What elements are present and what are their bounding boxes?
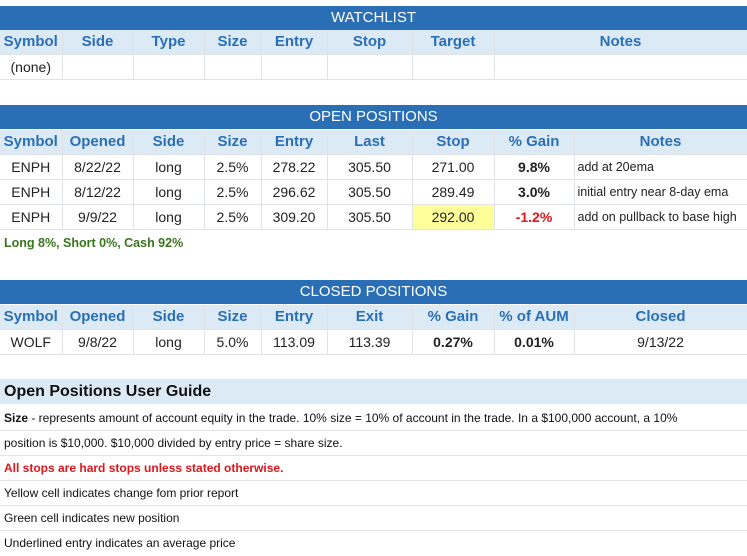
cell[interactable] [412,54,495,80]
closed-positions-header: CLOSED POSITIONS [0,280,747,304]
column-header[interactable]: Exit [327,305,413,330]
open-positions-header-row: Symbol Opened Side Size Entry Last Stop … [0,130,747,155]
column-header[interactable]: Size [204,305,262,330]
column-header[interactable]: Entry [261,130,328,155]
cell[interactable]: (none) [0,54,63,80]
cell[interactable]: 5.0% [204,329,262,355]
column-header[interactable]: Side [62,30,134,55]
column-header[interactable]: % of AUM [494,305,575,330]
column-header[interactable]: Symbol [0,30,63,55]
cell[interactable]: long [133,204,205,230]
cell[interactable]: ENPH [0,154,63,180]
guide-size-line: Size - represents amount of account equi… [0,406,747,431]
cell[interactable]: 9/9/22 [62,204,134,230]
cell[interactable]: 8/12/22 [62,179,134,205]
column-header[interactable]: Entry [261,305,328,330]
column-header[interactable]: Symbol [0,305,63,330]
cell[interactable] [204,54,262,80]
cell[interactable] [62,54,134,80]
watchlist-table: Symbol Side Type Size Entry Stop Target … [0,30,747,80]
column-header[interactable]: Side [133,130,205,155]
guide-underlined-line: Underlined entry indicates an average pr… [4,536,236,550]
column-header[interactable]: Notes [494,30,747,55]
cell[interactable] [327,54,413,80]
cell[interactable]: 305.50 [327,154,413,180]
cell[interactable]: long [133,329,205,355]
column-header[interactable]: Notes [574,130,747,155]
column-header[interactable]: Last [327,130,413,155]
cell[interactable]: 305.50 [327,179,413,205]
cell[interactable]: 2.5% [204,179,262,205]
column-header[interactable]: % Gain [494,130,575,155]
column-header[interactable]: % Gain [412,305,495,330]
cell[interactable]: 0.27% [412,329,495,355]
cell[interactable]: 9.8% [494,154,575,180]
watchlist-header: WATCHLIST [0,6,747,30]
cell[interactable]: 8/22/22 [62,154,134,180]
cell[interactable] [494,54,747,80]
cell[interactable]: 278.22 [261,154,328,180]
cell[interactable]: 9/13/22 [574,329,747,355]
open-positions-header: OPEN POSITIONS [0,105,747,129]
cell[interactable]: 289.49 [412,179,495,205]
cell[interactable]: -1.2% [494,204,575,230]
cell[interactable] [133,54,205,80]
column-header[interactable]: Stop [327,30,413,55]
guide-yellow-line: Yellow cell indicates change fom prior r… [0,481,747,506]
column-header[interactable]: Closed [574,305,747,330]
column-header[interactable]: Size [204,30,262,55]
column-header[interactable]: Size [204,130,262,155]
cell[interactable]: WOLF [0,329,63,355]
cell[interactable]: add on pullback to base high [574,204,747,230]
column-header[interactable]: Type [133,30,205,55]
user-guide-title: Open Positions User Guide [0,379,747,404]
guide-green-line: Green cell indicates new position [0,506,747,531]
cell[interactable]: 0.01% [494,329,575,355]
table-row: WOLF 9/8/22 long 5.0% 113.09 113.39 0.27… [0,329,747,355]
cell[interactable]: ENPH [0,204,63,230]
allocation-summary: Long 8%, Short 0%, Cash 92% [4,236,184,250]
closed-positions-table: Symbol Opened Side Size Entry Exit % Gai… [0,305,747,355]
cell[interactable]: long [133,179,205,205]
table-row: ENPH 8/22/22 long 2.5% 278.22 305.50 271… [0,154,747,180]
cell[interactable]: 9/8/22 [62,329,134,355]
column-header[interactable]: Side [133,305,205,330]
column-header[interactable]: Symbol [0,130,63,155]
watchlist-header-row: Symbol Side Type Size Entry Stop Target … [0,30,747,55]
closed-positions-header-row: Symbol Opened Side Size Entry Exit % Gai… [0,305,747,330]
cell[interactable]: 309.20 [261,204,328,230]
table-row: (none) [0,54,747,80]
guide-size-line-2: position is $10,000. $10,000 divided by … [0,431,747,456]
column-header[interactable]: Opened [62,305,134,330]
cell[interactable]: 296.62 [261,179,328,205]
guide-stops-line: All stops are hard stops unless stated o… [0,456,747,481]
cell[interactable]: 3.0% [494,179,575,205]
cell[interactable] [261,54,328,80]
column-header[interactable]: Entry [261,30,328,55]
open-positions-table: Symbol Opened Side Size Entry Last Stop … [0,130,747,230]
cell[interactable]: initial entry near 8-day ema [574,179,747,205]
guide-size-term: Size [4,411,29,425]
cell[interactable]: 271.00 [412,154,495,180]
cell[interactable]: add at 20ema [574,154,747,180]
column-header[interactable]: Stop [412,130,495,155]
cell[interactable]: 2.5% [204,154,262,180]
column-header[interactable]: Opened [62,130,134,155]
cell[interactable]: ENPH [0,179,63,205]
cell[interactable]: 305.50 [327,204,413,230]
column-header[interactable]: Target [412,30,495,55]
table-row: ENPH 8/12/22 long 2.5% 296.62 305.50 289… [0,179,747,205]
cell[interactable]: 2.5% [204,204,262,230]
cell[interactable]: 113.39 [327,329,413,355]
cell[interactable]: 113.09 [261,329,328,355]
cell-highlighted[interactable]: 292.00 [412,204,495,230]
guide-size-desc: - represents amount of account equity in… [28,411,678,425]
table-row: ENPH 9/9/22 long 2.5% 309.20 305.50 292.… [0,204,747,230]
cell[interactable]: long [133,154,205,180]
